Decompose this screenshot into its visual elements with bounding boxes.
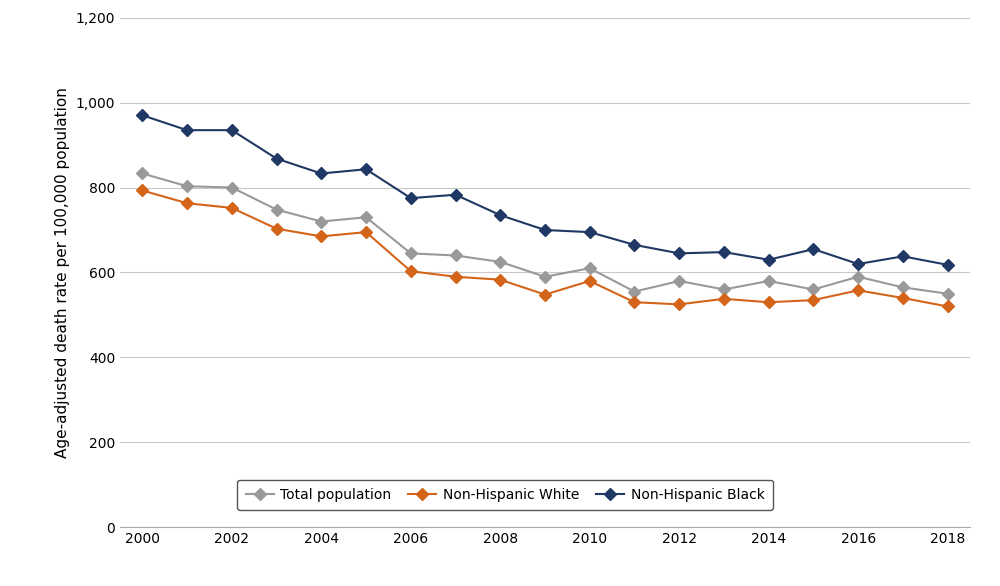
Total population	[897, 284, 909, 291]
Non-Hispanic White	[360, 229, 372, 236]
Non-Hispanic Black	[271, 155, 283, 162]
Non-Hispanic Black	[852, 261, 864, 268]
Total population	[539, 273, 551, 280]
Non-Hispanic White	[718, 295, 730, 302]
Non-Hispanic Black	[539, 227, 551, 234]
Total population	[226, 184, 238, 191]
Total population	[584, 265, 596, 272]
Non-Hispanic Black	[763, 256, 775, 263]
Total population	[852, 273, 864, 280]
Non-Hispanic White	[539, 291, 551, 298]
Non-Hispanic Black	[584, 229, 596, 236]
Total population	[763, 278, 775, 285]
Non-Hispanic Black	[942, 261, 954, 268]
Non-Hispanic White	[584, 278, 596, 285]
Total population	[807, 286, 819, 293]
Non-Hispanic Black	[360, 166, 372, 173]
Total population	[181, 183, 193, 190]
Total population	[494, 258, 506, 265]
Non-Hispanic White	[226, 205, 238, 212]
Line: Total population: Total population	[138, 169, 952, 298]
Non-Hispanic White	[852, 287, 864, 294]
Total population	[942, 290, 954, 297]
Non-Hispanic White	[807, 297, 819, 304]
Non-Hispanic Black	[897, 253, 909, 260]
Total population	[628, 288, 640, 295]
Total population	[360, 214, 372, 221]
Non-Hispanic Black	[450, 191, 462, 198]
Non-Hispanic White	[942, 303, 954, 310]
Non-Hispanic White	[494, 276, 506, 283]
Non-Hispanic Black	[226, 127, 238, 134]
Non-Hispanic White	[405, 268, 417, 275]
Non-Hispanic White	[315, 233, 327, 240]
Legend: Total population, Non-Hispanic White, Non-Hispanic Black: Total population, Non-Hispanic White, No…	[237, 479, 773, 510]
Non-Hispanic White	[181, 200, 193, 207]
Non-Hispanic White	[673, 301, 685, 308]
Total population	[136, 170, 148, 177]
Total population	[315, 218, 327, 225]
Total population	[450, 252, 462, 259]
Non-Hispanic White	[136, 187, 148, 194]
Non-Hispanic White	[897, 294, 909, 301]
Line: Non-Hispanic Black: Non-Hispanic Black	[138, 111, 952, 269]
Non-Hispanic Black	[181, 127, 193, 134]
Total population	[271, 206, 283, 213]
Non-Hispanic Black	[136, 112, 148, 119]
Non-Hispanic Black	[718, 248, 730, 255]
Total population	[673, 278, 685, 285]
Non-Hispanic White	[450, 273, 462, 280]
Non-Hispanic Black	[628, 241, 640, 248]
Non-Hispanic Black	[807, 246, 819, 253]
Non-Hispanic Black	[673, 250, 685, 257]
Non-Hispanic White	[628, 299, 640, 306]
Y-axis label: Age-adjusted death rate per 100,000 population: Age-adjusted death rate per 100,000 popu…	[55, 87, 70, 458]
Non-Hispanic White	[271, 225, 283, 232]
Non-Hispanic Black	[405, 195, 417, 202]
Total population	[718, 286, 730, 293]
Total population	[405, 250, 417, 257]
Non-Hispanic Black	[494, 212, 506, 219]
Non-Hispanic White	[763, 299, 775, 306]
Non-Hispanic Black	[315, 170, 327, 177]
Line: Non-Hispanic White: Non-Hispanic White	[138, 186, 952, 311]
